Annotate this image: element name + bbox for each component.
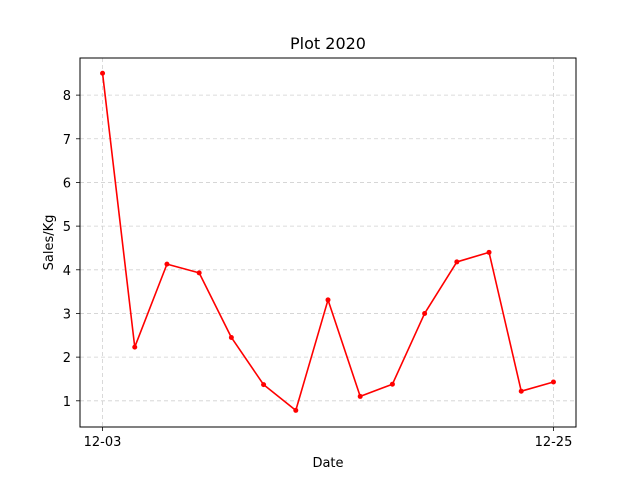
y-tick-label: 3 bbox=[63, 307, 71, 322]
data-point bbox=[390, 382, 395, 387]
x-tick-label: 12-25 bbox=[535, 435, 573, 450]
data-point bbox=[422, 311, 427, 316]
data-point bbox=[229, 335, 234, 340]
data-point bbox=[454, 259, 459, 264]
x-axis-label: Date bbox=[312, 456, 343, 471]
y-tick-label: 5 bbox=[63, 220, 71, 235]
data-point bbox=[358, 394, 363, 399]
data-point bbox=[197, 270, 202, 275]
plot-frame bbox=[80, 58, 576, 427]
y-tick-label: 6 bbox=[63, 176, 71, 191]
x-tick-label: 12-03 bbox=[84, 435, 122, 450]
y-tick-label: 7 bbox=[63, 133, 71, 148]
grid-layer bbox=[80, 58, 576, 427]
y-tick-label: 2 bbox=[63, 351, 71, 366]
data-point bbox=[100, 71, 105, 76]
series-line bbox=[103, 73, 554, 410]
data-point bbox=[261, 382, 266, 387]
y-tick-label: 4 bbox=[63, 264, 71, 279]
data-point bbox=[487, 250, 492, 255]
data-point bbox=[551, 380, 556, 385]
data-point bbox=[164, 262, 169, 267]
y-tick-label: 8 bbox=[63, 89, 71, 104]
data-point bbox=[132, 345, 137, 350]
chart-title: Plot 2020 bbox=[290, 34, 366, 53]
data-point bbox=[326, 297, 331, 302]
data-point bbox=[293, 408, 298, 413]
data-point bbox=[519, 389, 524, 394]
y-tick-label: 1 bbox=[63, 395, 71, 410]
y-axis-label: Sales/Kg bbox=[42, 215, 57, 271]
series-layer bbox=[100, 71, 556, 413]
